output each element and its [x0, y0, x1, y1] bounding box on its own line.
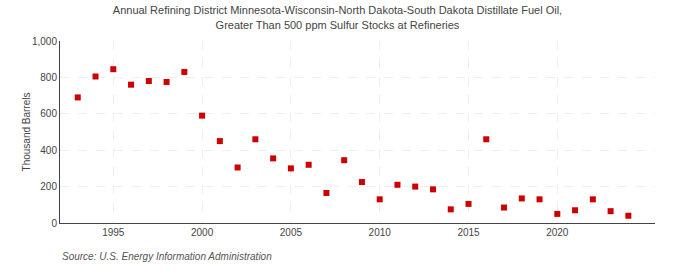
svg-text:Thousand Barrels: Thousand Barrels [21, 93, 32, 172]
svg-text:0: 0 [51, 218, 57, 229]
svg-text:Source: U.S. Energy Informatio: Source: U.S. Energy Information Administ… [62, 251, 272, 262]
svg-text:800: 800 [40, 72, 57, 83]
svg-text:2020: 2020 [546, 227, 569, 238]
svg-text:2005: 2005 [280, 227, 303, 238]
svg-text:600: 600 [40, 108, 57, 119]
svg-text:200: 200 [40, 181, 57, 192]
svg-text:2010: 2010 [369, 227, 392, 238]
svg-text:1995: 1995 [102, 227, 125, 238]
svg-text:2015: 2015 [457, 227, 480, 238]
svg-text:Annual Refining District Minne: Annual Refining District Minnesota-Wisco… [113, 4, 562, 30]
svg-text:2000: 2000 [191, 227, 214, 238]
svg-text:1,000: 1,000 [32, 36, 57, 47]
svg-text:400: 400 [40, 145, 57, 156]
